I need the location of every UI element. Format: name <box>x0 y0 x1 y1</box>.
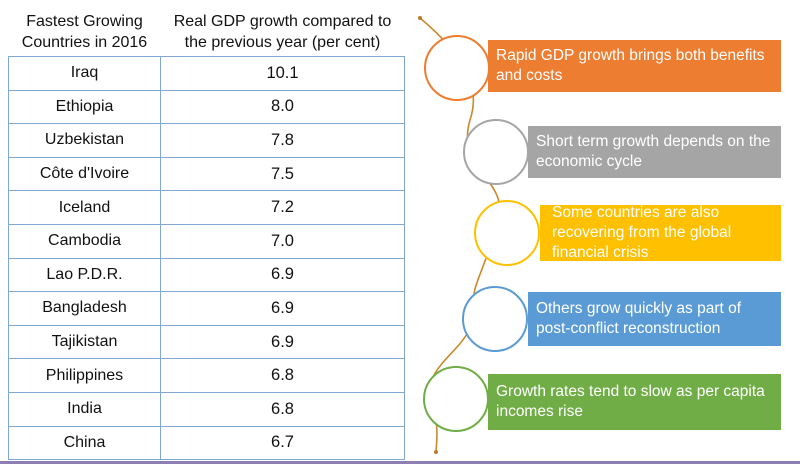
table-row: Tajikistan 6.9 <box>8 325 405 360</box>
timeline-text-1: Rapid GDP growth brings both benefits an… <box>496 47 765 84</box>
table-row: Côte d'Ivoire 7.5 <box>8 157 405 192</box>
growth-cell: 7.5 <box>160 157 405 192</box>
growth-cell: 6.8 <box>160 392 405 427</box>
table-row: Iceland 7.2 <box>8 190 405 225</box>
growth-cell: 6.7 <box>160 426 405 461</box>
growth-cell: 10.1 <box>160 56 405 91</box>
table-row: Philippines 6.8 <box>8 358 405 393</box>
country-cell: Philippines <box>8 358 161 393</box>
growth-cell: 6.9 <box>160 291 405 326</box>
timeline-circle-2 <box>463 119 529 185</box>
timeline-text-3: Some countries are also recovering from … <box>552 204 732 261</box>
country-cell: Cambodia <box>8 224 161 259</box>
column-header-growth: Real GDP growth compared to the previous… <box>173 13 392 51</box>
growth-cell: 7.8 <box>160 123 405 158</box>
growth-cell: 7.2 <box>160 190 405 225</box>
timeline-circle-3 <box>474 200 540 266</box>
country-cell: Ethiopia <box>8 90 161 125</box>
country-cell: Tajikistan <box>8 325 161 360</box>
country-cell: Côte d'Ivoire <box>8 157 161 192</box>
table-row: Bangladesh 6.9 <box>8 291 405 326</box>
growth-cell: 6.9 <box>160 258 405 293</box>
timeline-text-2: Short term growth depends on the economi… <box>536 133 771 170</box>
timeline-box-3: Some countries are also recovering from … <box>540 204 781 261</box>
timeline-text-4: Others grow quickly as part of post-conf… <box>536 300 742 337</box>
country-cell: Uzbekistan <box>8 123 161 158</box>
table-row: Ethiopia 8.0 <box>8 90 405 125</box>
country-cell: Lao P.D.R. <box>8 258 161 293</box>
country-cell: China <box>8 426 161 461</box>
table-header-row: Fastest Growing Countries in 2016 Real G… <box>8 6 405 57</box>
growth-cell: 7.0 <box>160 224 405 259</box>
timeline-circle-4 <box>462 286 528 352</box>
timeline-start-dot <box>418 16 422 20</box>
growth-cell: 6.8 <box>160 358 405 393</box>
bottom-rule <box>0 461 800 464</box>
growth-cell: 8.0 <box>160 90 405 125</box>
table-row: India 6.8 <box>8 392 405 427</box>
country-cell: Iceland <box>8 190 161 225</box>
table-row: China 6.7 <box>8 426 405 461</box>
timeline-box-5: Growth rates tend to slow as per capita … <box>488 374 781 430</box>
timeline-circle-5 <box>423 366 489 432</box>
timeline-circle-1 <box>424 35 490 101</box>
growth-cell: 6.9 <box>160 325 405 360</box>
timeline-box-4: Others grow quickly as part of post-conf… <box>528 292 781 346</box>
timeline-end-dot <box>434 450 438 454</box>
country-cell: Iraq <box>8 56 161 91</box>
country-cell: India <box>8 392 161 427</box>
table-row: Iraq 10.1 <box>8 56 405 91</box>
gdp-growth-table: Fastest Growing Countries in 2016 Real G… <box>8 6 405 461</box>
table-row: Lao P.D.R. 6.9 <box>8 258 405 293</box>
country-cell: Bangladesh <box>8 291 161 326</box>
column-header-country: Fastest Growing Countries in 2016 <box>21 13 148 51</box>
table-row: Uzbekistan 7.8 <box>8 123 405 158</box>
timeline-box-1: Rapid GDP growth brings both benefits an… <box>488 40 781 92</box>
table-row: Cambodia 7.0 <box>8 224 405 259</box>
timeline-box-2: Short term growth depends on the economi… <box>528 126 781 178</box>
timeline-text-5: Growth rates tend to slow as per capita … <box>496 383 765 420</box>
